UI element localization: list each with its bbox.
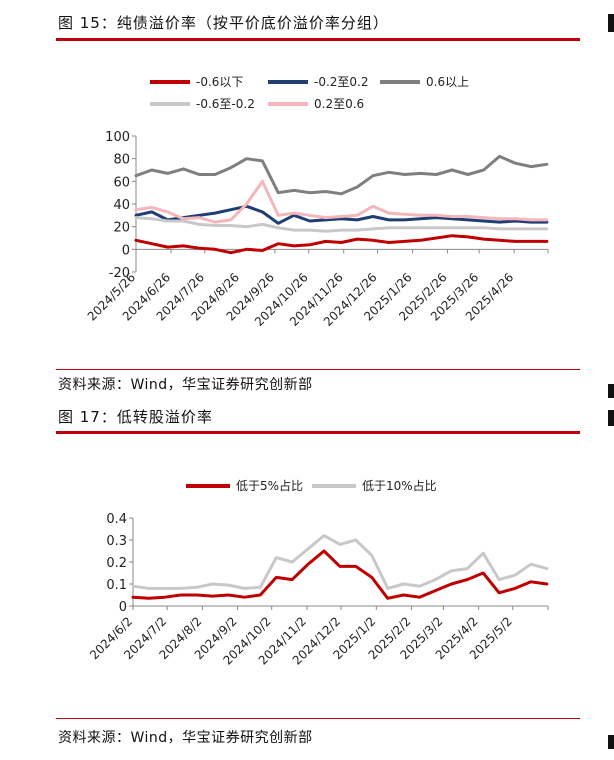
series-line-1 <box>134 234 549 255</box>
series-line-2 <box>134 204 549 225</box>
legend-label-series-2: 低于10%占比 <box>362 478 437 493</box>
y-tick-label: 0.2 <box>106 556 127 571</box>
right-edge-mark <box>608 14 614 32</box>
y-tick-label: 60 <box>113 175 130 190</box>
figure-17-title: 图 17：低转股溢价率 <box>58 408 213 426</box>
right-edge-mark-3 <box>608 410 614 426</box>
y-tick-label: -20 <box>109 266 130 281</box>
legend: 低于5%占比 低于10%占比 <box>186 478 437 493</box>
legend-label-series-4: -0.6至-0.2 <box>196 97 255 111</box>
y-tick-label: 0.3 <box>106 534 127 549</box>
legend-label-series-2: -0.2至0.2 <box>314 75 369 89</box>
legend: -0.6以下 -0.2至0.2 0.6以上 -0.6至-0.2 0.2至0.6 <box>150 75 469 111</box>
y-tick-label: 100 <box>105 130 130 145</box>
y-tick-label: 0 <box>122 243 130 258</box>
figure-15-source: 资料来源：Wind，华宝证券研究创新部 <box>58 377 313 393</box>
series-line-1 <box>131 549 549 600</box>
series-line-3 <box>134 154 549 196</box>
y-tick-label: 40 <box>113 198 130 213</box>
series-line-5 <box>134 179 549 224</box>
figure-15-bottom-rule <box>56 369 580 370</box>
legend-label-series-1: -0.6以下 <box>196 75 243 89</box>
right-edge-mark-4 <box>608 735 614 749</box>
figure-15-top-rule <box>56 38 580 41</box>
y-tick-label: 80 <box>113 153 130 168</box>
y-tick-label: 20 <box>113 221 130 236</box>
series-line-2 <box>131 534 549 590</box>
legend-label-series-5: 0.2至0.6 <box>314 97 364 111</box>
chart-15: -0.6以下 -0.2至0.2 0.6以上 -0.6至-0.2 0.2至0.6 -20 0 2… <box>85 75 549 329</box>
series-line-4 <box>134 216 549 233</box>
figure-17-bottom-rule <box>56 718 580 719</box>
chart-17: 低于5%占比 低于10%占比00.10.20.30.42024/6/22024/7… <box>87 478 549 668</box>
figure-17-source: 资料来源：Wind，华宝证券研究创新部 <box>58 730 313 746</box>
figure-17-top-rule <box>56 431 580 434</box>
figure-15-title: 图 15：纯债溢价率（按平价底价溢价率分组） <box>58 14 389 32</box>
y-tick-label: 0.1 <box>106 578 127 593</box>
y-tick-label: 0.4 <box>106 512 127 527</box>
legend-label-series-1: 低于5%占比 <box>236 478 303 493</box>
right-edge-mark-2 <box>608 384 614 398</box>
y-tick-label: 0 <box>119 600 127 615</box>
legend-label-series-3: 0.6以上 <box>426 75 469 89</box>
